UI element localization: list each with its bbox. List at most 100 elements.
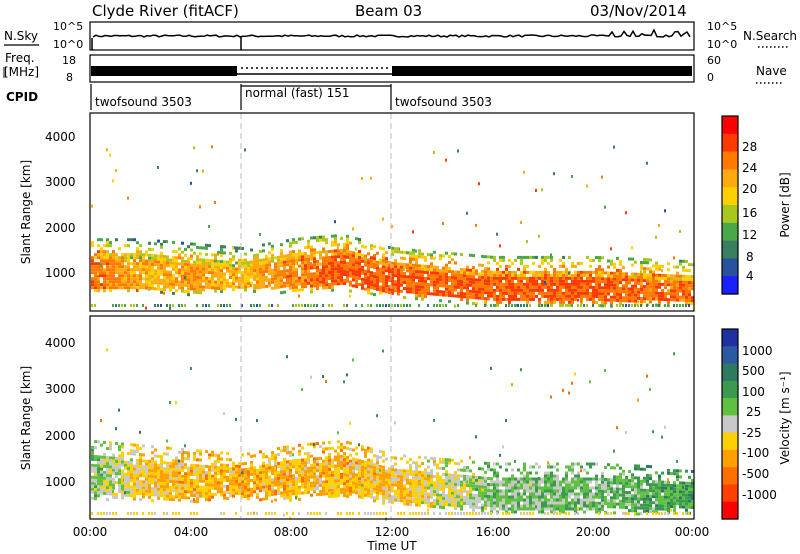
heatmap-cell [112,256,115,260]
heatmap-cell [277,279,280,283]
heatmap-cell [664,286,667,290]
heatmap-cell [298,473,301,477]
heatmap-cell [490,495,493,499]
heatmap-cell [313,443,315,447]
heatmap-cell [379,512,381,515]
power-ytick: 1000 [45,266,76,280]
heatmap-cell [268,469,271,473]
heatmap-cell [340,466,343,470]
heatmap-cell [223,304,225,307]
heatmap-cell [154,275,157,279]
heatmap-cell [319,250,322,254]
heatmap-cell [94,485,97,489]
heatmap-cell [394,474,397,478]
heatmap-cell [484,500,487,504]
heatmap-cell [349,256,352,260]
heatmap-cell [343,494,346,498]
heatmap-cell [619,302,622,306]
heatmap-cell [106,148,108,152]
heatmap-cell [121,475,124,479]
heatmap-cell [436,481,439,485]
heatmap-cell [421,276,424,280]
heatmap-cell [520,291,523,295]
heatmap-cell [364,254,367,258]
heatmap-cell [280,270,283,274]
heatmap-cell [118,283,121,287]
heatmap-cell [295,489,298,492]
heatmap-cell [115,442,118,445]
heatmap-cell [238,477,241,481]
heatmap-cell [151,445,154,449]
heatmap-cell [532,512,534,515]
heatmap-cell [370,265,373,269]
heatmap-cell [502,285,505,289]
heatmap-cell [664,292,667,296]
heatmap-cell [493,279,496,283]
heatmap-cell [394,259,397,263]
heatmap-cell [151,260,154,263]
heatmap-cell [415,267,418,271]
heatmap-cell [142,495,145,499]
heatmap-cell [154,475,157,479]
heatmap-cell [100,482,103,486]
heatmap-cell [136,283,139,287]
heatmap-cell [145,306,147,310]
heatmap-cell [142,253,145,257]
heatmap-cell [358,495,361,499]
heatmap-cell [235,476,238,480]
heatmap-cell [178,483,181,487]
heatmap-cell [346,512,348,515]
heatmap-cell [247,273,250,277]
heatmap-cell [244,252,247,256]
heatmap-cell [109,256,112,260]
heatmap-cell [187,260,190,264]
heatmap-cell [205,450,208,454]
heatmap-cell [211,253,214,257]
heatmap-cell [469,280,472,284]
heatmap-cell [457,276,460,280]
heatmap-cell [316,481,319,485]
heatmap-cell [556,483,559,487]
heatmap-cell [523,512,525,515]
heatmap-cell [310,469,313,473]
heatmap-cell [319,512,321,515]
heatmap-cell [688,278,691,282]
heatmap-cell [172,240,175,244]
heatmap-cell [310,278,313,282]
heatmap-cell [577,288,580,292]
heatmap-cell [274,483,277,487]
heatmap-cell [634,290,637,294]
heatmap-cell [517,288,520,292]
power-colorbar-label: Power [dB] [778,172,792,237]
heatmap-cell [661,273,664,277]
heatmap-cell [199,264,202,268]
heatmap-cell [274,283,277,287]
heatmap-cell [502,291,505,295]
heatmap-cell [685,287,688,290]
heatmap-cell [196,282,199,285]
heatmap-cell [271,304,273,307]
heatmap-cell [367,258,370,262]
heatmap-cell [445,482,448,486]
heatmap-cell [211,286,214,290]
heatmap-cell [223,475,226,479]
heatmap-cell [310,281,313,285]
heatmap-cell [496,512,498,515]
heatmap-cell [154,448,157,452]
heatmap-cell [439,293,442,297]
heatmap-cell [184,475,187,479]
heatmap-cell [337,455,340,459]
heatmap-cell [160,494,163,497]
heatmap-cell [538,288,541,292]
heatmap-cell [673,283,676,287]
heatmap-cell [91,304,93,307]
heatmap-cell [448,482,451,486]
heatmap-cell [133,253,136,257]
heatmap-cell [403,272,406,275]
heatmap-cell [142,489,145,493]
heatmap-cell [136,491,139,495]
heatmap-cell [199,252,202,256]
heatmap-cell [580,465,583,469]
heatmap-cell [565,276,568,280]
heatmap-cell [319,256,322,260]
